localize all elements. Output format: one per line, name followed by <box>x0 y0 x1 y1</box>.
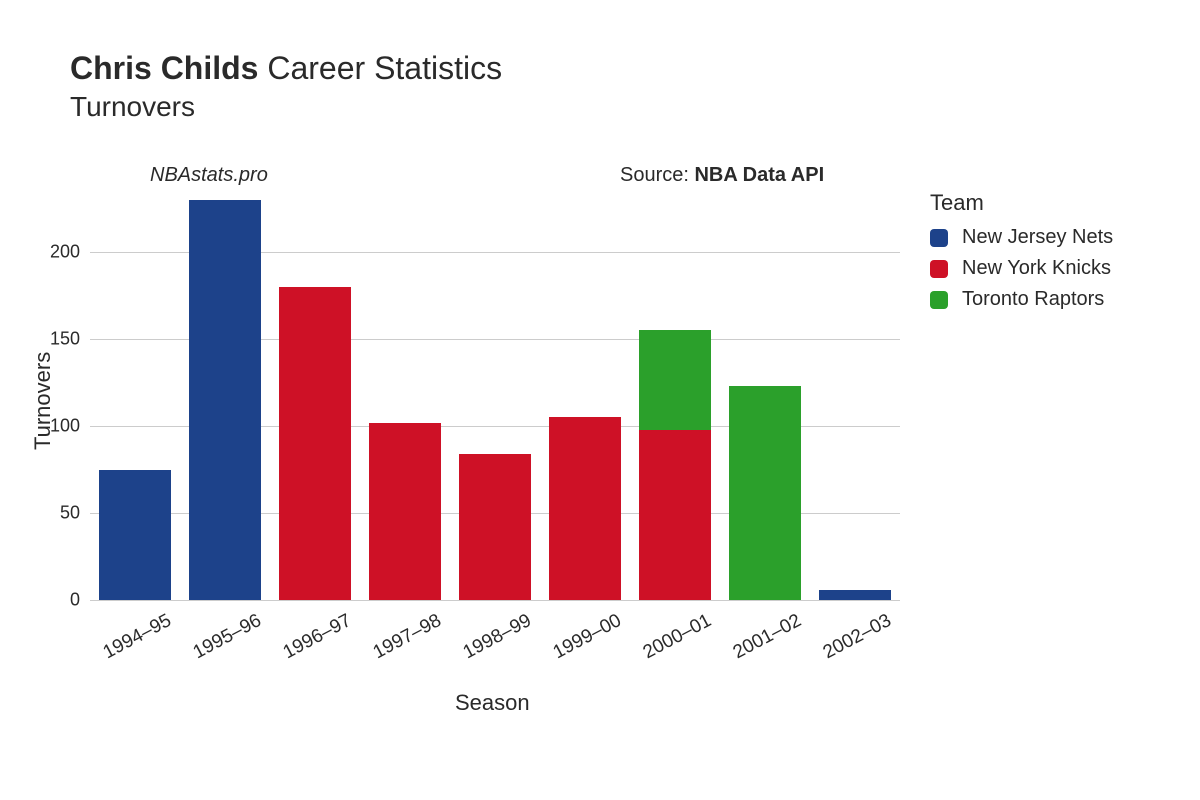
legend-swatch <box>930 291 948 309</box>
source-prefix: Source: <box>620 164 694 186</box>
bar-segment <box>99 470 171 600</box>
title-player-name: Chris Childs <box>70 50 258 86</box>
x-tick-label: 2000–01 <box>626 610 716 672</box>
bar <box>729 200 801 600</box>
bar-segment <box>189 200 261 600</box>
legend-label: New Jersey Nets <box>962 226 1113 249</box>
legend-label: New York Knicks <box>962 257 1111 280</box>
y-axis-label: Turnovers <box>30 352 56 450</box>
watermark-text: NBAstats.pro <box>150 164 268 187</box>
bar-segment <box>819 590 891 600</box>
title-rest: Career Statistics <box>258 50 502 86</box>
x-tick-label: 1995–96 <box>176 610 266 672</box>
legend: Team New Jersey Nets New York Knicks Toron… <box>930 190 1113 319</box>
title-subtitle: Turnovers <box>70 91 502 123</box>
x-tick-label: 1998–99 <box>446 610 536 672</box>
bar-segment <box>459 454 531 600</box>
bar <box>639 200 711 600</box>
bar-segment <box>369 423 441 600</box>
legend-title: Team <box>930 190 1113 216</box>
bar-segment <box>729 386 801 600</box>
title-block: Chris Childs Career Statistics Turnovers <box>70 50 502 123</box>
bar <box>99 200 171 600</box>
x-tick-label: 2002–03 <box>806 610 896 672</box>
legend-swatch <box>930 260 948 278</box>
x-axis-label: Season <box>455 690 530 716</box>
x-tick-label: 2001–02 <box>716 610 806 672</box>
bar <box>819 200 891 600</box>
bar <box>549 200 621 600</box>
bar-segment <box>279 287 351 600</box>
bar <box>189 200 261 600</box>
x-tick-label: 1999–00 <box>536 610 626 672</box>
legend-swatch <box>930 229 948 247</box>
gridline <box>90 600 900 601</box>
source-name: NBA Data API <box>694 164 824 186</box>
chart-stage: Chris Childs Career Statistics Turnovers… <box>0 0 1200 800</box>
bar-segment <box>639 330 711 429</box>
legend-item: New Jersey Nets <box>930 226 1113 249</box>
y-tick-label: 150 <box>30 329 90 350</box>
bar <box>279 200 351 600</box>
bar-segment <box>549 417 621 600</box>
bar <box>369 200 441 600</box>
bar <box>459 200 531 600</box>
y-tick-label: 200 <box>30 242 90 263</box>
title-line-1: Chris Childs Career Statistics <box>70 50 502 87</box>
legend-item: Toronto Raptors <box>930 288 1113 311</box>
bar-segment <box>639 430 711 600</box>
x-tick-label: 1997–98 <box>356 610 446 672</box>
y-tick-label: 50 <box>30 503 90 524</box>
source-text: Source: NBA Data API <box>620 164 824 187</box>
x-tick-label: 1996–97 <box>266 610 356 672</box>
plot-area: 0501001502001994–951995–961996–971997–98… <box>90 200 900 600</box>
legend-item: New York Knicks <box>930 257 1113 280</box>
x-tick-label: 1994–95 <box>86 610 176 672</box>
y-tick-label: 0 <box>30 590 90 611</box>
legend-label: Toronto Raptors <box>962 288 1104 311</box>
